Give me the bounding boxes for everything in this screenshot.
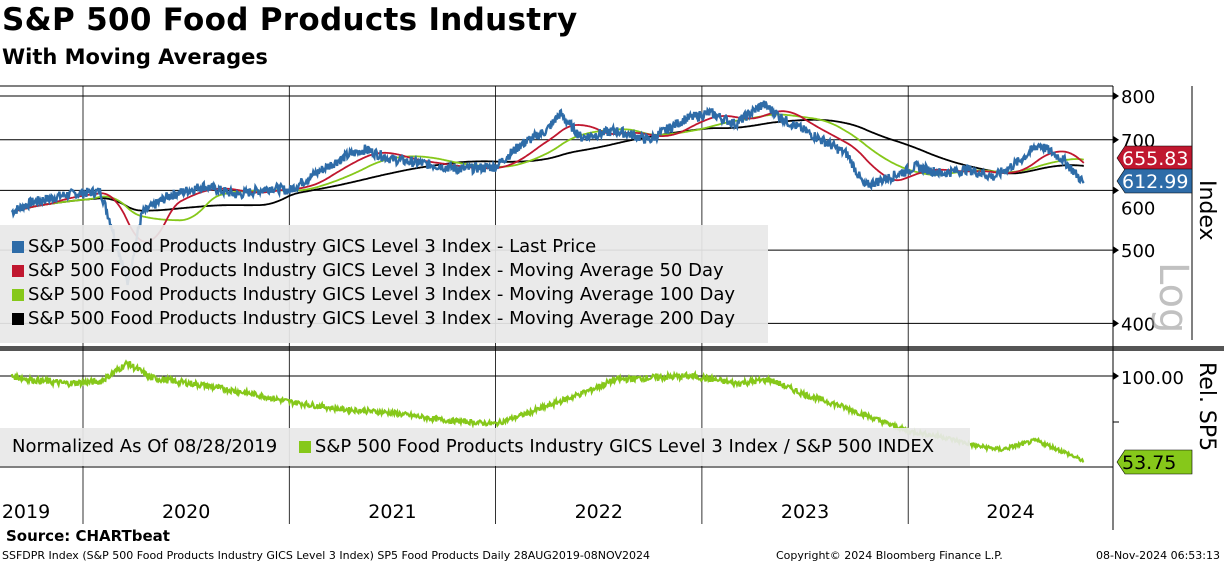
tick-arrow [1113, 319, 1119, 328]
y-axis-title: Index [1194, 180, 1219, 241]
y-tick-label: 500 [1121, 241, 1155, 262]
price-value-tag-text: 612.99 [1122, 171, 1188, 193]
footer-copyright: Copyright© 2024 Bloomberg Finance L.P. [776, 549, 1003, 562]
ma50-value-tag-text: 655.83 [1122, 148, 1188, 170]
legend-item-ma100: S&P 500 Food Products Industry GICS Leve… [0, 283, 768, 307]
legend-label: S&P 500 Food Products Industry GICS Leve… [28, 284, 736, 305]
legend-item-ma50: S&P 500 Food Products Industry GICS Leve… [0, 259, 768, 283]
footer-description: SSFDPR Index (S&P 500 Food Products Indu… [2, 549, 651, 562]
x-tick-label: 2024 [986, 501, 1034, 523]
price-legend: S&P 500 Food Products Industry GICS Leve… [0, 225, 768, 343]
x-tick-label: 2021 [368, 501, 416, 523]
tick-arrow [1113, 135, 1119, 144]
legend-label: S&P 500 Food Products Industry GICS Leve… [314, 436, 935, 457]
legend-item-ma200: S&P 500 Food Products Industry GICS Leve… [0, 307, 768, 331]
source-label: Source: CHARTbeat [6, 527, 170, 545]
y-tick-label: 100.00 [1121, 368, 1184, 389]
y-tick-label: 800 [1121, 87, 1155, 108]
x-tick-label: 2020 [162, 501, 210, 523]
ma50-line [11, 110, 1085, 243]
log-watermark: Log [1150, 262, 1196, 333]
ma200-line [11, 118, 1084, 213]
y-tick-label: 600 [1121, 198, 1155, 219]
legend-label: S&P 500 Food Products Industry GICS Leve… [28, 308, 736, 329]
x-tick-label: 2022 [575, 501, 623, 523]
tick-arrow [1113, 246, 1119, 255]
y-tick-label: 400 [1121, 314, 1155, 335]
tick-arrow [1113, 186, 1119, 195]
legend-item-price: S&P 500 Food Products Industry GICS Leve… [0, 235, 768, 259]
price-value-tag [1116, 168, 1193, 194]
panel-divider [0, 346, 1224, 351]
ma50-value-tag [1116, 145, 1193, 171]
x-tick-label: 2023 [781, 501, 829, 523]
normalized-note: Normalized As Of 08/28/2019 [12, 436, 278, 457]
price-line [10, 100, 1085, 286]
chart-subtitle: With Moving Averages [2, 45, 268, 69]
tick-arrow [1113, 372, 1119, 380]
y-axis-title-rel: Rel. SP5 [1194, 362, 1219, 451]
legend-label: S&P 500 Food Products Industry GICS Leve… [28, 236, 597, 257]
relative-legend: Normalized As Of 08/28/2019 S&P 500 Food… [0, 428, 970, 466]
relative-value-tag-text: 53.75 [1122, 452, 1176, 474]
chart-title: S&P 500 Food Products Industry [2, 2, 578, 38]
x-tick-label: 2019 [2, 501, 50, 523]
footer-timestamp: 08-Nov-2024 06:53:13 [1095, 549, 1220, 562]
tick-arrow [1113, 92, 1119, 100]
legend-label: S&P 500 Food Products Industry GICS Leve… [28, 260, 724, 281]
relative-value-tag [1116, 449, 1193, 475]
